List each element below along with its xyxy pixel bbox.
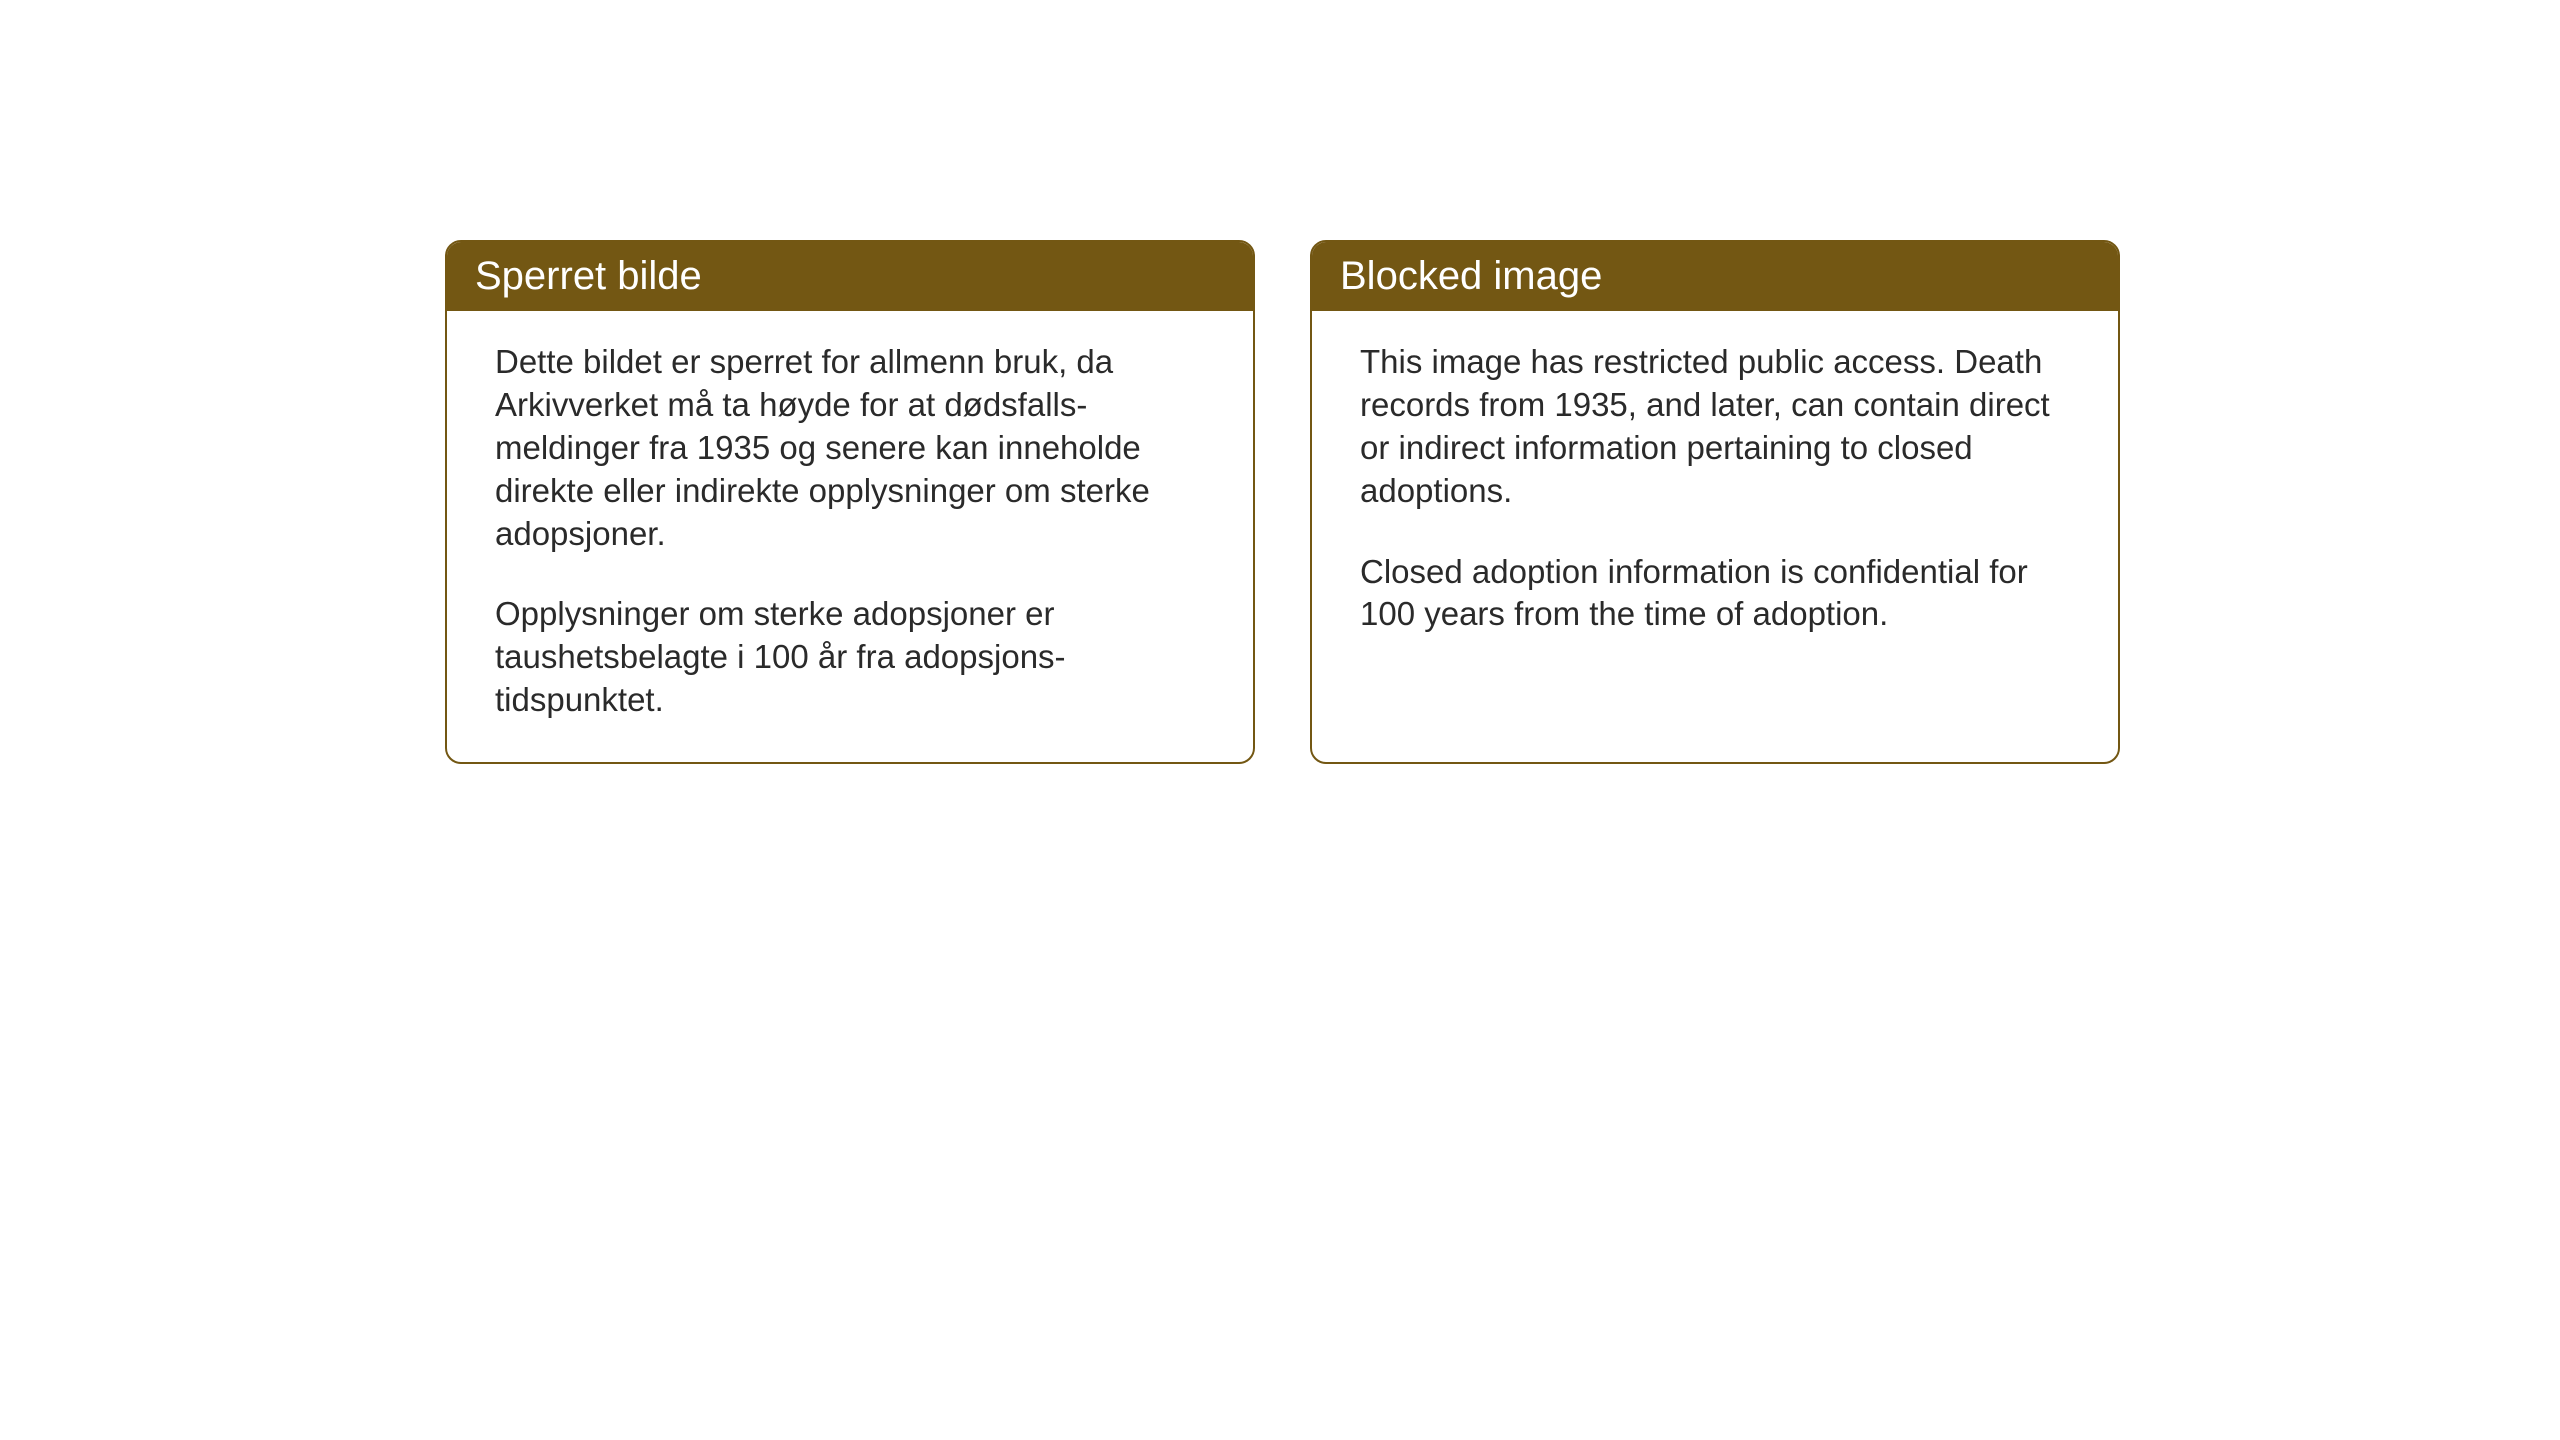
paragraph-norwegian-2: Opplysninger om sterke adopsjoner er tau…	[495, 593, 1205, 722]
card-norwegian: Sperret bilde Dette bildet er sperret fo…	[445, 240, 1255, 764]
card-body-norwegian: Dette bildet er sperret for allmenn bruk…	[447, 311, 1253, 762]
notice-container: Sperret bilde Dette bildet er sperret fo…	[445, 240, 2120, 764]
card-title-norwegian: Sperret bilde	[475, 254, 702, 298]
card-title-english: Blocked image	[1340, 254, 1602, 298]
paragraph-norwegian-1: Dette bildet er sperret for allmenn bruk…	[495, 341, 1205, 555]
paragraph-english-2: Closed adoption information is confident…	[1360, 551, 2070, 637]
card-body-english: This image has restricted public access.…	[1312, 311, 2118, 706]
card-header-english: Blocked image	[1312, 242, 2118, 311]
card-header-norwegian: Sperret bilde	[447, 242, 1253, 311]
card-english: Blocked image This image has restricted …	[1310, 240, 2120, 764]
paragraph-english-1: This image has restricted public access.…	[1360, 341, 2070, 513]
